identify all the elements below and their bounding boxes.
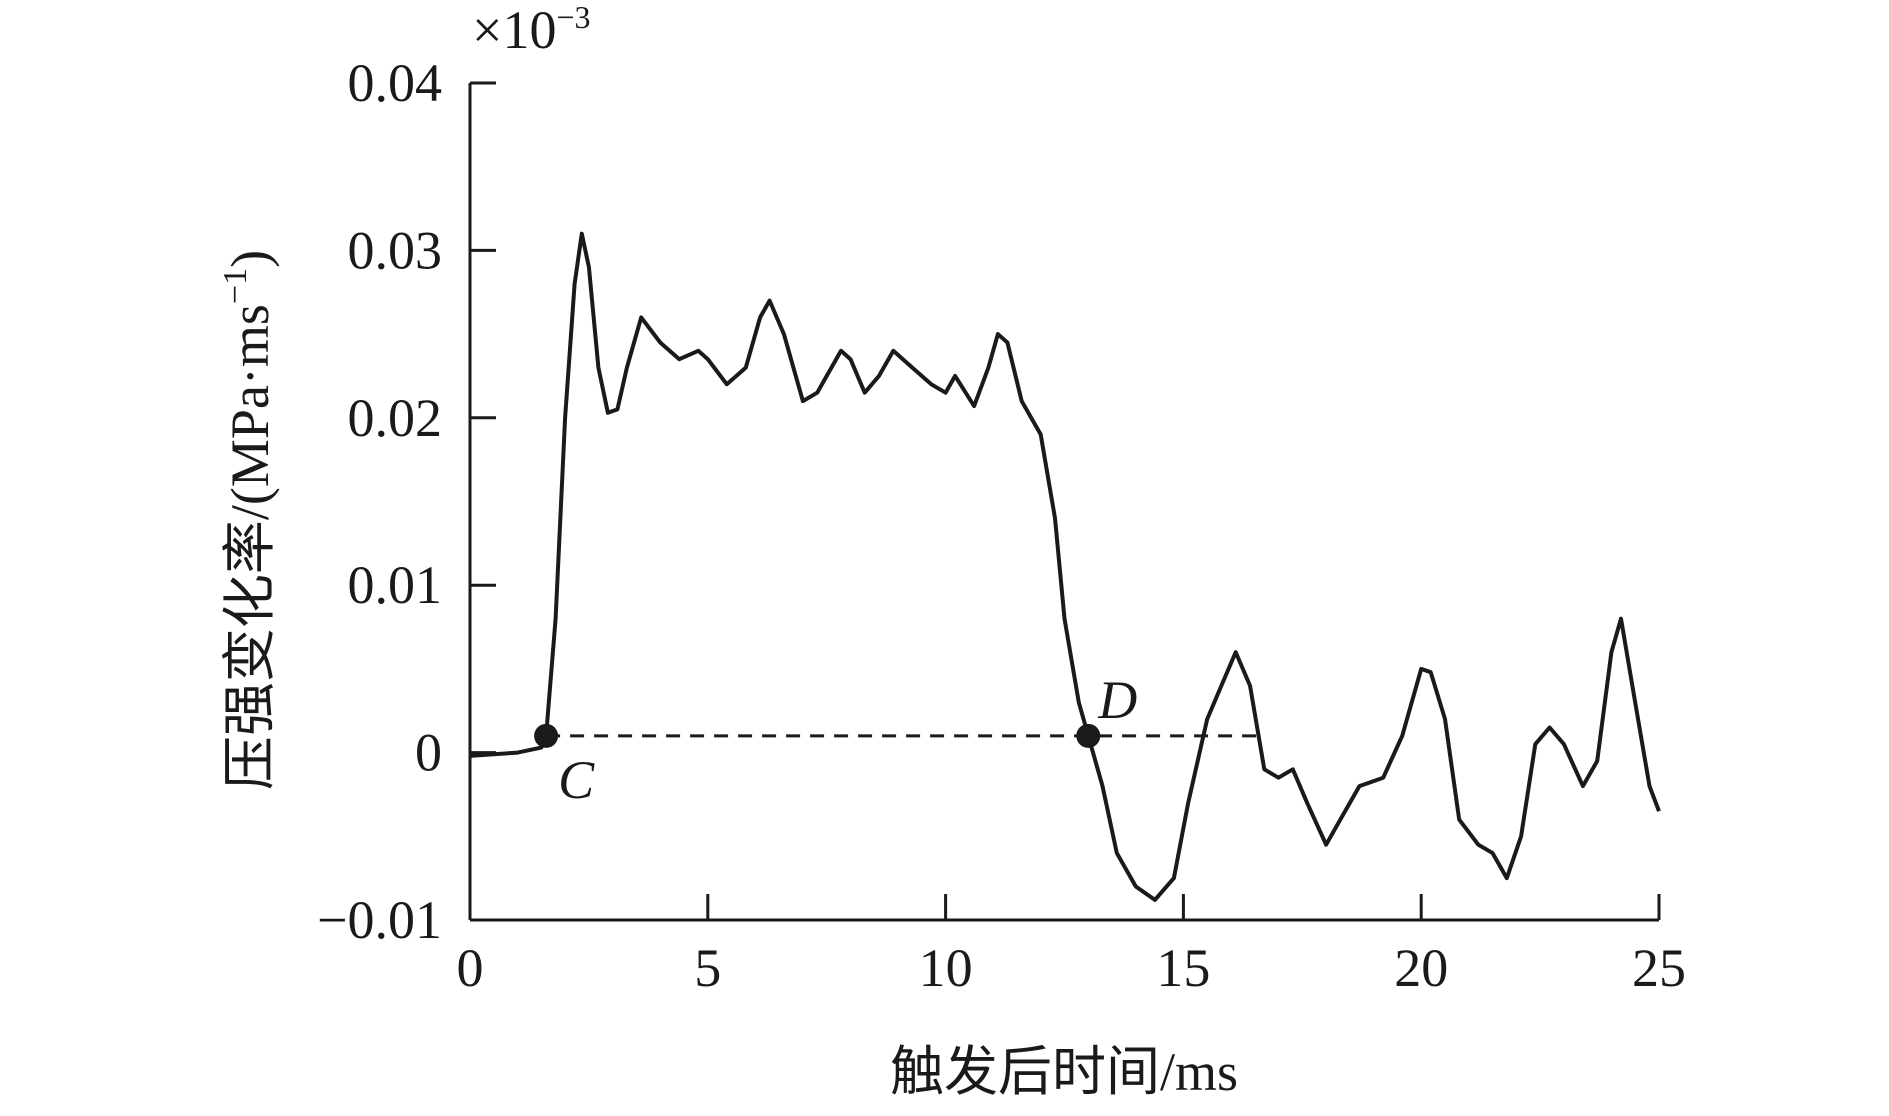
marker-point (534, 723, 559, 748)
multiplier-exponent: −3 (556, 0, 590, 35)
data-line (469, 231, 1661, 902)
x-axis-label: 触发后时间/ms (890, 1042, 1238, 1102)
marker-point (1076, 723, 1101, 748)
x-tick-label: 0 (457, 938, 484, 998)
x-tick-label: 15 (1156, 938, 1210, 998)
x-tick-label: 10 (919, 938, 973, 998)
y-axis-label: 压强变化率/(MPa·ms−1) (217, 250, 280, 790)
y-axis-label-sup: −1 (217, 268, 254, 304)
y-axis-label-main: 压强变化率/(MPa·ms (220, 304, 280, 790)
y-tick-label: 0.03 (348, 220, 443, 280)
y-tick-label: 0 (415, 723, 442, 783)
x-tick-label: 20 (1394, 938, 1448, 998)
axis-multiplier: ×10−3 (472, 0, 591, 60)
point-label: D (1097, 670, 1137, 730)
y-tick-label: −0.01 (317, 890, 442, 950)
point-label: C (558, 750, 595, 810)
x-tick-label: 25 (1632, 938, 1686, 998)
multiplier-base: ×10 (472, 0, 556, 60)
y-tick-label: 0.04 (348, 53, 443, 113)
y-axis-label-end: ) (220, 250, 280, 268)
y-tick-label: 0.02 (348, 388, 443, 448)
x-tick-label: 5 (694, 938, 721, 998)
y-tick-label: 0.01 (348, 555, 443, 615)
